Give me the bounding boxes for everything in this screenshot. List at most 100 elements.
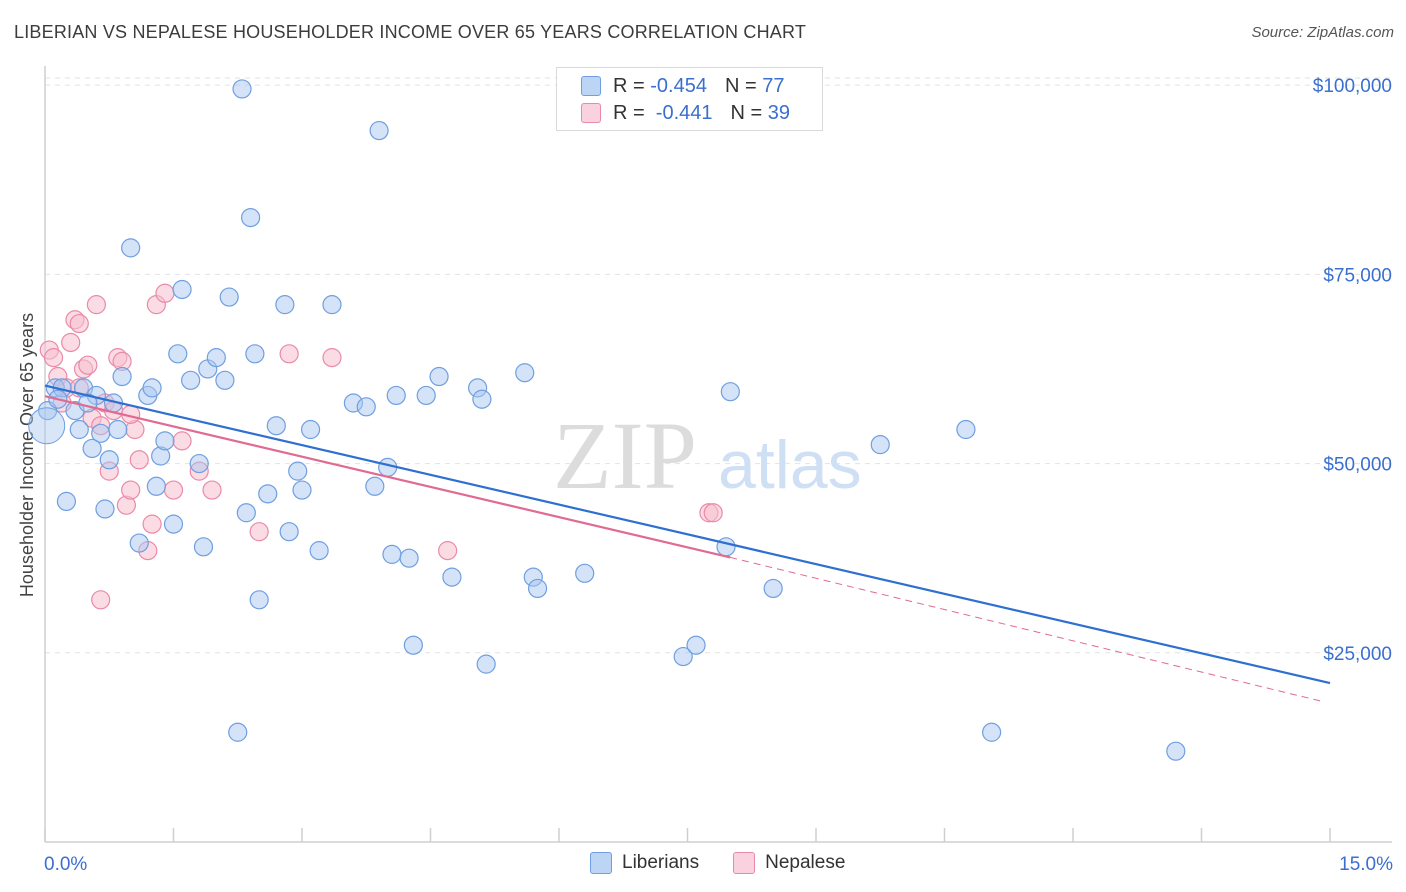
grid-lines xyxy=(45,77,1392,654)
liberian-cluster-point xyxy=(28,407,66,445)
nepalese-trend-line xyxy=(44,395,731,559)
liberian-point-53 xyxy=(429,366,449,387)
watermark-zip: ZIP xyxy=(553,402,697,509)
legend-label-liberians: Liberians xyxy=(622,852,700,873)
liberian-point-60 xyxy=(527,578,548,599)
nepalese-point-21 xyxy=(129,450,149,470)
liberians-trend-line xyxy=(44,384,1331,685)
liberian-point-22 xyxy=(181,370,201,390)
r-label: R = xyxy=(613,101,645,124)
source-label: Source: ZipAtlas.com xyxy=(1251,24,1394,41)
nepalese-point-7 xyxy=(69,313,89,334)
nepalese-point-37 xyxy=(91,590,111,610)
legend-row-liberians: R = -0.454 N = 77 xyxy=(581,74,784,98)
liberian-point-13 xyxy=(121,238,141,258)
stats-legend: R = -0.454 N = 77 R = -0.441 N = 39 xyxy=(556,67,823,131)
liberian-point-56 xyxy=(472,389,492,409)
y-tick-label-75000: $75,000 xyxy=(1323,265,1392,286)
liberian-point-20 xyxy=(168,344,188,364)
liberian-point-31 xyxy=(236,503,256,523)
liberian-point-68 xyxy=(956,419,976,440)
y-tick-label-100000: $100,000 xyxy=(1313,76,1392,97)
nepalese-point-30 xyxy=(249,522,269,542)
liberian-point-12 xyxy=(112,366,132,387)
liberian-point-37 xyxy=(279,522,299,542)
nepalese-point-26 xyxy=(163,480,184,500)
liberian-point-24 xyxy=(193,537,214,557)
liberian-point-57 xyxy=(476,654,496,674)
legend-item-liberians: Liberians xyxy=(590,852,699,874)
liberian-point-40 xyxy=(300,419,321,440)
liberian-point-76 xyxy=(266,416,286,436)
liberian-point-26 xyxy=(206,348,226,368)
liberian-point-65 xyxy=(720,382,740,402)
x-tick-label-0: 0.0% xyxy=(44,854,87,875)
nepalese-point-25 xyxy=(155,283,175,303)
nepalese-point-23 xyxy=(142,514,162,534)
liberian-point-72 xyxy=(82,438,102,459)
liberian-point-28 xyxy=(219,287,239,307)
nepalese-point-27 xyxy=(172,431,192,451)
liberians-swatch xyxy=(581,76,601,96)
liberian-point-10 xyxy=(99,450,119,470)
liberian-point-29 xyxy=(228,722,248,742)
n-value: 39 xyxy=(767,101,791,124)
liberian-point-19 xyxy=(163,514,184,534)
nepalese-trend-extension xyxy=(730,556,1322,702)
liberian-point-42 xyxy=(322,295,342,315)
nepalese-point-35 xyxy=(703,503,723,523)
liberian-point-75 xyxy=(155,431,175,451)
liberian-point-41 xyxy=(309,541,329,561)
liberian-point-64 xyxy=(716,537,736,557)
liberian-points xyxy=(28,79,1186,761)
liberian-point-58 xyxy=(515,363,535,383)
series-legend: Liberians Nepalese xyxy=(590,852,879,874)
n-label: N = xyxy=(724,74,757,97)
liberian-point-67 xyxy=(870,435,890,455)
liberian-point-61 xyxy=(575,563,595,583)
liberian-point-33 xyxy=(245,344,265,364)
liberian-point-44 xyxy=(356,397,376,417)
r-label: R = xyxy=(613,74,645,97)
y-axis-label: Householder Income Over 65 years xyxy=(17,313,37,597)
nepalese-point-29 xyxy=(202,480,222,500)
liberian-point-23 xyxy=(189,453,209,474)
x-tick-labels: 0.0% 15.0% xyxy=(44,854,1393,875)
legend-row-nepalese: R = -0.441 N = 39 xyxy=(581,101,790,125)
liberian-point-35 xyxy=(258,484,278,504)
watermark-atlas: atlas xyxy=(718,427,862,503)
liberian-point-3 xyxy=(56,491,77,512)
y-tick-label-25000: $25,000 xyxy=(1323,644,1392,665)
liberian-point-52 xyxy=(416,385,436,406)
nepalese-legend-swatch xyxy=(733,852,756,874)
liberian-point-49 xyxy=(386,385,406,406)
liberian-point-39 xyxy=(292,480,312,500)
trend-lines xyxy=(44,384,1331,702)
liberian-point-27 xyxy=(215,370,235,390)
liberian-point-63 xyxy=(686,635,706,655)
y-tick-labels: $25,000 $50,000 $75,000 $100,000 xyxy=(1313,76,1392,665)
liberian-point-9 xyxy=(95,499,115,519)
liberian-point-54 xyxy=(442,567,462,587)
watermark: ZIP atlas xyxy=(553,402,862,509)
liberian-point-50 xyxy=(399,548,419,568)
liberian-point-36 xyxy=(275,295,295,315)
nepalese-point-19 xyxy=(121,480,141,500)
nepalese-point-9 xyxy=(78,355,98,375)
y-tick-label-50000: $50,000 xyxy=(1323,455,1392,476)
liberian-point-5 xyxy=(69,419,89,440)
nepalese-swatch xyxy=(581,103,601,123)
liberian-point-38 xyxy=(288,461,308,481)
nepalese-point-32 xyxy=(322,348,342,368)
chart-title: LIBERIAN VS NEPALESE HOUSEHOLDER INCOME … xyxy=(14,22,807,42)
liberian-point-66 xyxy=(763,578,783,599)
x-tick-label-15: 15.0% xyxy=(1339,854,1393,875)
nepalese-point-5 xyxy=(61,332,81,353)
liberian-point-62 xyxy=(673,646,693,667)
liberian-point-69 xyxy=(982,722,1002,742)
liberian-point-46 xyxy=(369,120,389,141)
liberian-point-21 xyxy=(172,279,192,300)
nepalese-point-11 xyxy=(86,295,107,315)
liberian-point-74 xyxy=(108,419,128,440)
